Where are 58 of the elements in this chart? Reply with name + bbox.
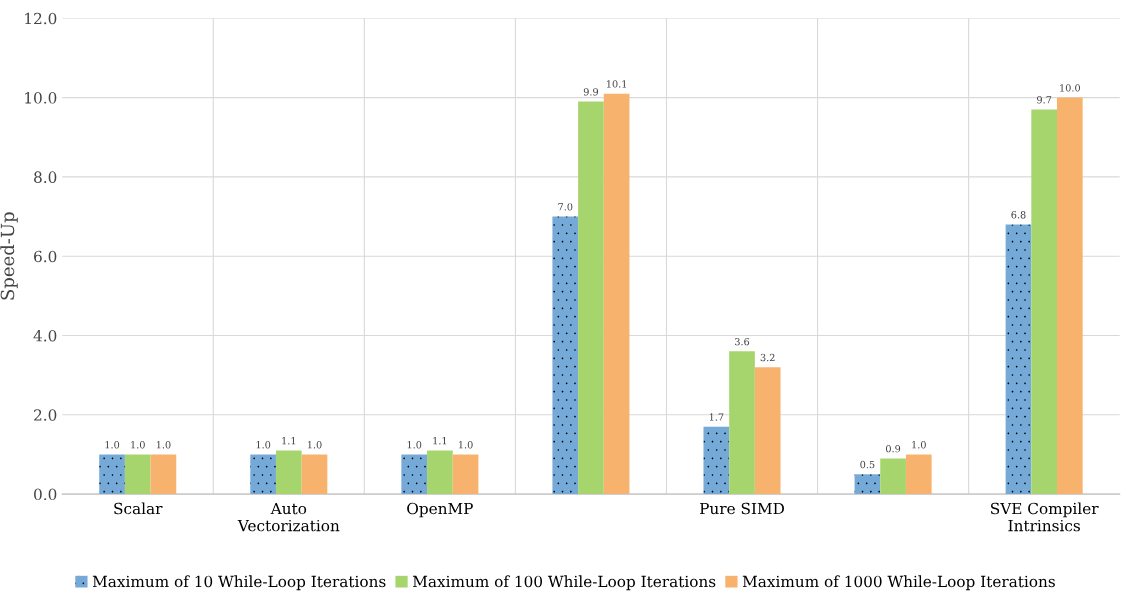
data-label: 1.0: [105, 441, 120, 449]
bar: [301, 454, 328, 495]
data-label: 10.0: [1060, 84, 1081, 92]
data-label: 1.0: [156, 441, 171, 449]
bar: [275, 450, 302, 495]
data-label: 1.0: [407, 441, 422, 449]
x-tick-label: Pure SIMD: [700, 502, 784, 515]
bar: [427, 450, 453, 495]
bar: [1005, 224, 1032, 495]
y-tick-label: 6.0: [34, 250, 57, 263]
x-tick-label: Auto Vectorization: [237, 502, 340, 532]
data-label: 1.7: [709, 413, 724, 421]
bar: [1057, 97, 1083, 495]
y-tick-label: 12.0: [25, 12, 57, 25]
data-label: 7.0: [558, 203, 573, 211]
y-tick-label: 4.0: [33, 329, 57, 342]
y-tick-label: 2.0: [34, 409, 57, 421]
data-label: 1.0: [459, 441, 473, 449]
data-label: 3.2: [760, 353, 775, 362]
bar: [880, 458, 906, 495]
bar: [729, 351, 755, 495]
data-label: 0.5: [860, 460, 875, 469]
legend-label: Maximum of 1000 While-Loop Iterations: [742, 575, 1055, 591]
x-tick-label: Scalar: [114, 502, 163, 515]
y-tick-label: 0.0: [34, 488, 57, 501]
y-axis-title: Speed-Up: [0, 212, 18, 300]
bar: [703, 426, 730, 495]
bar: [754, 367, 781, 495]
x-tick-label: OpenMP: [407, 502, 473, 518]
data-label: 1.0: [912, 441, 926, 449]
bar: [124, 454, 151, 495]
bar: [99, 454, 125, 495]
data-label: 6.8: [1011, 211, 1026, 219]
bar: [452, 454, 479, 495]
data-label: 9.9: [583, 88, 599, 96]
bar: [552, 216, 579, 495]
bar: [150, 454, 177, 495]
bar: [250, 454, 276, 495]
data-label: 1.0: [131, 441, 145, 449]
bar: [905, 454, 932, 495]
legend-label: Maximum of 10 While-Loop Iterations: [92, 575, 386, 591]
legend-label: Maximum of 100 While-Loop Iterations: [413, 575, 716, 591]
bar: [578, 101, 604, 495]
data-label: 10.1: [606, 80, 627, 88]
bar: [1031, 109, 1057, 495]
data-label: 1.0: [256, 441, 271, 449]
bar: [854, 474, 881, 495]
data-label: 9.7: [1037, 96, 1052, 104]
bar: [401, 454, 428, 495]
data-label: 1.1: [282, 437, 296, 445]
data-label: 1.0: [307, 441, 322, 449]
x-tick-label: SVE Compiler Intrinsics: [991, 502, 1099, 532]
data-label: 0.9: [886, 445, 901, 453]
data-label: 1.1: [433, 437, 447, 445]
y-tick-label: 10.0: [25, 92, 57, 104]
bar: [603, 93, 630, 495]
y-tick-label: 8.0: [34, 171, 57, 183]
data-label: 3.6: [735, 337, 750, 346]
